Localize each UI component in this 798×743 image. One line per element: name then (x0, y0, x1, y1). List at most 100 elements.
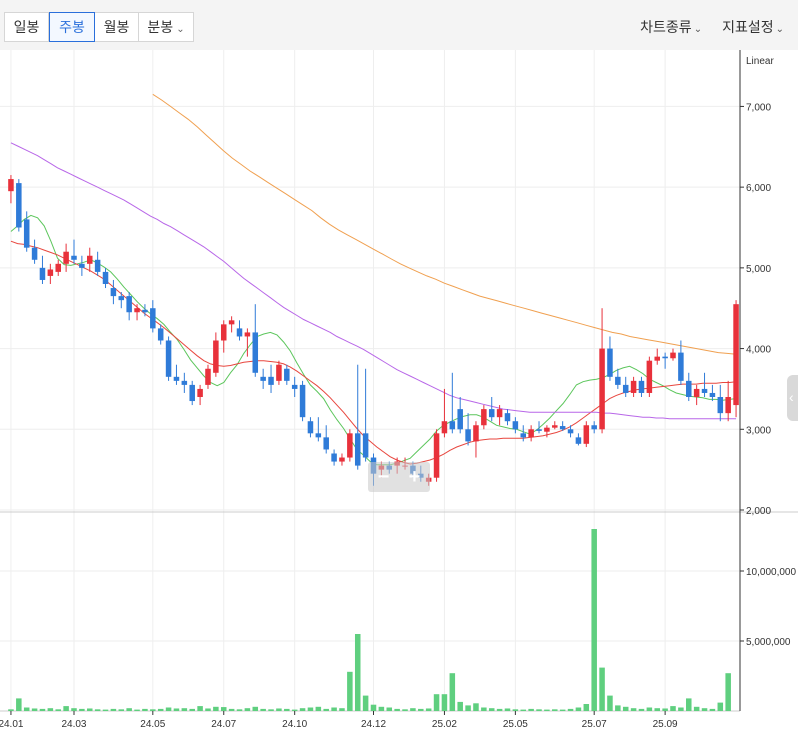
candle-body (599, 348, 605, 430)
x-tick-label: 24.07 (211, 719, 236, 730)
volume-bar (118, 709, 125, 711)
candle-body (165, 340, 172, 377)
chevron-left-icon: ‹ (789, 389, 794, 405)
volume-bar (607, 695, 613, 711)
candle-body (31, 247, 38, 260)
candle-body (717, 397, 724, 414)
volume-bar (552, 709, 558, 711)
candle-body (583, 425, 590, 444)
chart-toolbar: 일봉 주봉 월봉 분봉 ⌄ 차트종류 ⌄ 지표설정 ⌄ (0, 0, 798, 50)
volume-bar (354, 634, 361, 711)
volume-bar (173, 708, 180, 711)
volume-bar (544, 709, 550, 711)
candle-body (496, 409, 503, 418)
tab-weekly[interactable]: 주봉 (49, 12, 95, 42)
volume-bar (47, 708, 54, 711)
candle-body (701, 388, 708, 393)
chevron-down-icon: ⌄ (176, 24, 185, 35)
candle-body (110, 288, 117, 297)
candle-body (354, 433, 361, 466)
price-tick-label: 3,000 (746, 425, 771, 436)
volume-bar (717, 702, 724, 711)
x-tick-label: 24.01 (0, 719, 24, 730)
volume-bar (575, 707, 582, 711)
tab-monthly[interactable]: 월봉 (95, 13, 139, 41)
candle-body (307, 421, 314, 434)
chart-type-menu[interactable]: 차트종류 ⌄ (640, 17, 702, 37)
volume-bar (71, 708, 77, 711)
volume-bar (630, 708, 637, 711)
chart-menus: 차트종류 ⌄ 지표설정 ⌄ (640, 17, 784, 37)
volume-bar (378, 706, 385, 711)
tab-weekly-label: 주봉 (59, 19, 85, 35)
zoom-in-button[interactable]: + (399, 462, 430, 492)
volume-bar (189, 708, 195, 711)
volume-bar (512, 709, 519, 711)
volume-bar (244, 708, 251, 711)
candle-body (591, 425, 597, 430)
ma60-line (10, 142, 737, 420)
volume-bar (86, 708, 93, 711)
candle-body (654, 356, 661, 361)
candle-body (473, 425, 479, 442)
volume-bar (670, 706, 676, 711)
candle-body (504, 413, 511, 422)
zoom-in-label: + (408, 466, 421, 488)
tab-daily[interactable]: 일봉 (5, 13, 49, 41)
volume-bar (213, 706, 219, 711)
candle-body (228, 320, 235, 325)
candle-body (622, 384, 629, 393)
candle-body (536, 429, 542, 431)
zoom-out-label: − (377, 466, 390, 488)
candle-body (23, 219, 30, 248)
volume-bar (8, 709, 14, 711)
volume-bar (465, 705, 471, 711)
candle-body (173, 376, 180, 381)
indicator-settings-menu[interactable]: 지표설정 ⌄ (722, 17, 784, 37)
volume-bar (102, 709, 109, 711)
candle-body (670, 352, 676, 359)
candle-body (512, 421, 519, 430)
volume-bar (362, 695, 369, 711)
volume-bar (276, 708, 282, 711)
chevron-down-icon: ⌄ (775, 24, 784, 35)
candle-body (71, 255, 77, 260)
candle-body (630, 380, 637, 393)
candle-body (220, 324, 227, 341)
volume-bar (331, 707, 337, 711)
volume-bar (520, 709, 527, 711)
zoom-out-button[interactable]: − (368, 462, 399, 492)
candle-body (709, 392, 716, 397)
volume-bar (725, 673, 731, 711)
candle-body (488, 409, 495, 418)
volume-bar (622, 706, 629, 711)
volume-bar (252, 706, 259, 711)
volume-bar (339, 708, 345, 711)
x-tick-label: 25.09 (653, 719, 678, 730)
volume-bar (323, 708, 329, 711)
x-tick-label: 25.07 (582, 719, 607, 730)
candle-body (567, 429, 574, 434)
candle-body (134, 308, 140, 313)
candle-body (441, 421, 448, 434)
candle-body (331, 453, 337, 462)
tab-minute[interactable]: 분봉 ⌄ (139, 13, 193, 41)
candle-body (339, 457, 345, 462)
volume-bar (142, 708, 148, 711)
stock-chart[interactable]: Linear 2,000 3,000 4,000 5,000 6,000 7,000 5,00… (0, 50, 798, 743)
volume-tick-label: 10,000,000 (746, 567, 796, 578)
volume-bar (686, 698, 692, 711)
candle-body (362, 433, 369, 458)
volume-bar (615, 705, 621, 711)
candle-body (686, 380, 692, 397)
side-panel-toggle[interactable]: ‹ (787, 375, 798, 421)
candle-body (559, 426, 566, 430)
volume-bar (63, 706, 69, 711)
candle-body (481, 409, 487, 426)
volume-bar (23, 707, 30, 711)
volume-bar (55, 709, 61, 711)
volume-bar (433, 694, 440, 711)
volume-bar (481, 707, 487, 711)
volume-bar (347, 671, 353, 711)
price-tick-label: 7,000 (746, 102, 771, 113)
